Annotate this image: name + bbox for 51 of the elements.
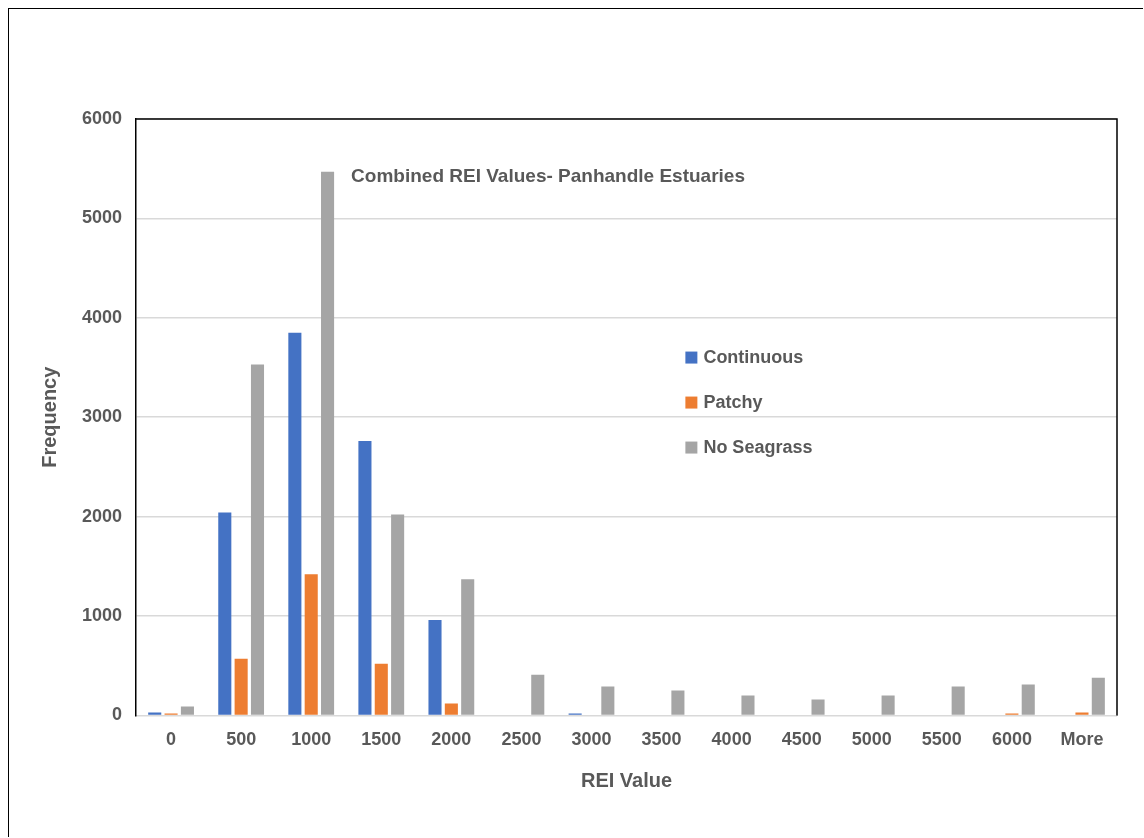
x-tick-label: 500	[226, 729, 257, 750]
bar	[951, 686, 965, 715]
bar	[180, 706, 194, 715]
bar	[304, 574, 318, 715]
y-tick-label: 2000	[82, 505, 123, 526]
bar	[811, 699, 825, 715]
legend-label: No Seagrass	[703, 436, 813, 457]
bar	[148, 712, 162, 715]
y-tick-label: 5000	[82, 207, 123, 228]
y-tick-label: 1000	[82, 604, 123, 625]
x-tick-label: 1000	[291, 729, 332, 750]
bar	[741, 695, 755, 715]
y-tick-label: 6000	[82, 107, 123, 128]
bar	[444, 703, 458, 715]
bar	[234, 658, 248, 715]
text: Combined REI Values- Panhandle Estuaries	[351, 165, 745, 187]
legend-label: Continuous	[703, 346, 804, 367]
x-axis-title: REI Value	[580, 768, 673, 791]
x-tick-label: 0	[166, 729, 177, 750]
bar	[1021, 684, 1035, 715]
x-tick-label: 3500	[641, 729, 682, 750]
y-tick-label: 4000	[82, 306, 123, 327]
bar	[218, 512, 232, 715]
x-tick-label: More	[1060, 729, 1104, 750]
bar	[671, 690, 685, 715]
x-tick-label: 2000	[431, 729, 472, 750]
bar	[531, 674, 545, 715]
y-axis-title: Frequency	[37, 365, 60, 468]
bar	[391, 514, 405, 715]
x-tick-label: 3000	[571, 729, 612, 750]
x-tick-label: 1500	[361, 729, 402, 750]
bar	[601, 686, 615, 715]
bar	[321, 171, 335, 715]
x-tick-label: 5500	[921, 729, 962, 750]
y-tick-label: 0	[112, 704, 123, 725]
bar	[1075, 712, 1089, 715]
x-tick-label: 4000	[711, 729, 752, 750]
bar	[461, 579, 475, 715]
bar	[428, 619, 442, 715]
bar	[288, 332, 302, 715]
legend-label: Patchy	[703, 391, 763, 412]
bar	[374, 663, 388, 715]
bar	[250, 364, 265, 715]
bar	[881, 695, 895, 715]
y-tick-label: 3000	[82, 406, 123, 427]
x-tick-label: 6000	[991, 729, 1032, 750]
bar	[358, 441, 372, 715]
x-tick-label: 4500	[781, 729, 822, 750]
bar	[1091, 677, 1105, 715]
x-tick-label: 2500	[501, 729, 542, 750]
x-tick-label: 5000	[851, 729, 892, 750]
